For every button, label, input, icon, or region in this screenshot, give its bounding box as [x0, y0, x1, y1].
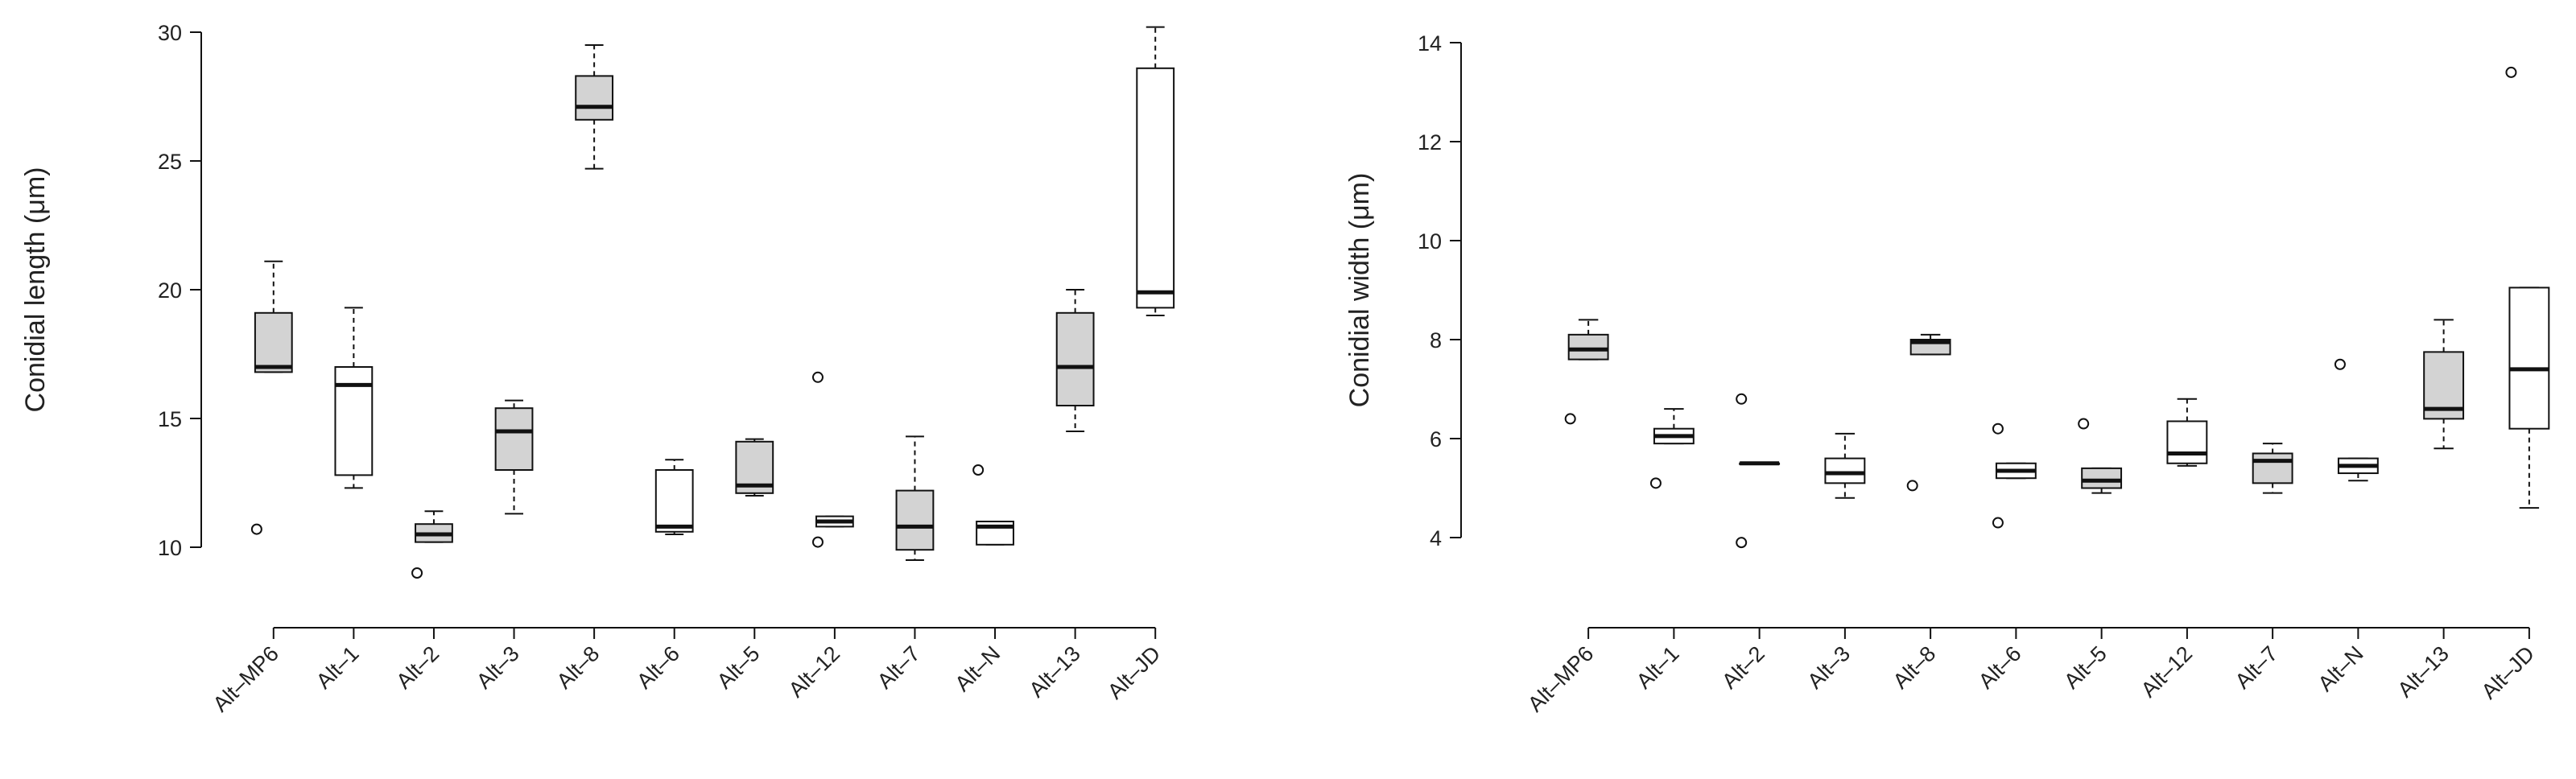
box [654, 469, 694, 533]
y-tick-label: 15 [158, 407, 182, 431]
category-label: Alt–5 [2059, 641, 2112, 694]
category-label: Alt–8 [552, 641, 605, 694]
outlier-point [811, 536, 824, 548]
y-tick-label: 6 [1430, 427, 1442, 451]
outlier-point [1992, 517, 2004, 529]
box [1824, 457, 1866, 484]
category-label: Alt–3 [1802, 641, 1855, 694]
outlier-point [1736, 393, 1748, 405]
category-label: Alt–7 [873, 641, 925, 694]
box [2081, 467, 2123, 489]
category-label: Alt–6 [632, 641, 684, 694]
category-label: Alt–12 [784, 641, 844, 702]
y-tick-label: 25 [158, 150, 182, 174]
category-label: Alt–N [2314, 641, 2368, 696]
category-label: Alt–7 [2231, 641, 2283, 694]
category-label: Alt–1 [312, 641, 364, 694]
category-label: Alt–2 [391, 641, 444, 694]
y-tick-label: 30 [158, 21, 182, 45]
outlier-point [411, 567, 423, 579]
category-label: Alt–2 [1717, 641, 1769, 694]
y-axis-title: Conidial width (μm) [1344, 173, 1375, 408]
outlier-point [811, 371, 824, 383]
conidial-length-chart: 10 15 20 25 30 Conidial length (μm) Alt–MP6 Alt… [20, 21, 1175, 716]
outlier-point [2078, 418, 2090, 430]
outlier-point [1736, 537, 1748, 549]
outlier-point [972, 464, 985, 476]
category-label: Alt–13 [1025, 641, 1085, 702]
box [895, 489, 935, 551]
outlier-point [250, 523, 262, 535]
category-label: Alt–3 [472, 641, 524, 694]
category-label: Alt–12 [2136, 641, 2197, 702]
y-tick-label: 4 [1430, 526, 1442, 550]
category-label: Alt–MP6 [1523, 641, 1598, 716]
category-label: Alt–6 [1974, 641, 2026, 694]
y-tick-label: 14 [1418, 31, 1442, 56]
box [2166, 420, 2208, 464]
category-label: Alt–13 [2393, 641, 2454, 702]
y-tick-label: 10 [1418, 229, 1442, 253]
outlier-point [2334, 358, 2346, 370]
category-label: Alt–1 [1632, 641, 1684, 694]
category-label: Alt–MP6 [208, 641, 283, 716]
box [254, 311, 293, 373]
category-label: Alt–8 [1889, 641, 1941, 694]
outlier-point [2505, 66, 2517, 78]
y-tick-label: 10 [158, 536, 182, 560]
box [1136, 67, 1175, 309]
conidial-width-chart: 4 6 8 10 12 14 Conidial width (μm) Alt–MP6 Alt–1… [1344, 31, 2550, 716]
category-label: Alt–5 [712, 641, 765, 694]
box [494, 407, 534, 472]
box [1055, 311, 1095, 406]
outlier-point [1564, 413, 1576, 425]
y-axis-title: Conidial length (μm) [20, 167, 51, 413]
box [575, 75, 614, 121]
outlier-point [1992, 422, 2004, 435]
box [2252, 452, 2293, 484]
box [1567, 333, 1609, 361]
y-tick-label: 8 [1430, 328, 1442, 352]
y-tick-label: 12 [1418, 130, 1442, 155]
y-tick-label: 20 [158, 278, 182, 303]
category-label: Alt–JD [1103, 641, 1165, 703]
outlier-point [1906, 480, 1918, 492]
category-label: Alt–JD [2477, 641, 2539, 703]
category-label: Alt–N [950, 641, 1005, 696]
box [2508, 286, 2550, 430]
outlier-point [1649, 477, 1662, 489]
